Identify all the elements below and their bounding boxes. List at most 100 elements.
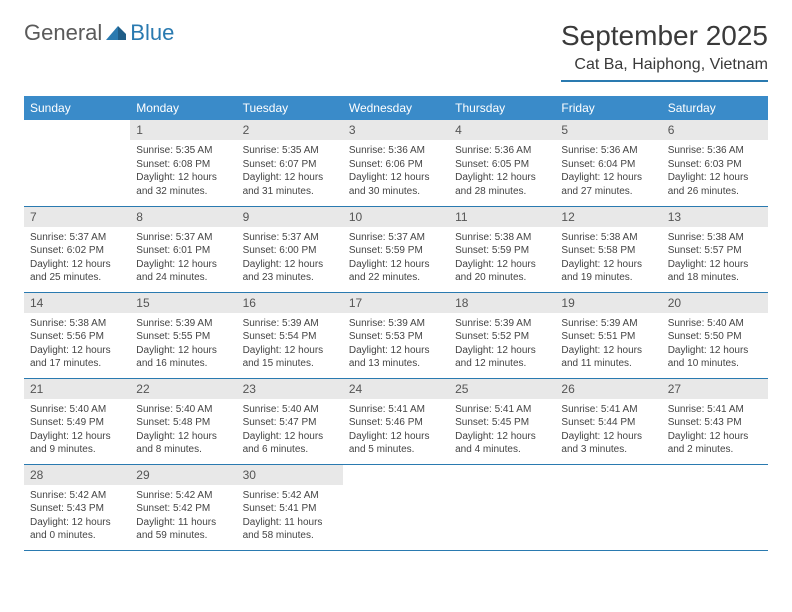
calendar-cell: 20Sunrise: 5:40 AMSunset: 5:50 PMDayligh… [662, 292, 768, 378]
location-title: Cat Ba, Haiphong, Vietnam [561, 56, 768, 82]
day-details: Sunrise: 5:41 AMSunset: 5:46 PMDaylight:… [343, 399, 449, 463]
day-number: 22 [130, 379, 236, 399]
day-details: Sunrise: 5:42 AMSunset: 5:42 PMDaylight:… [130, 485, 236, 549]
day-details: Sunrise: 5:41 AMSunset: 5:45 PMDaylight:… [449, 399, 555, 463]
calendar-cell: 27Sunrise: 5:41 AMSunset: 5:43 PMDayligh… [662, 378, 768, 464]
day-number: 18 [449, 293, 555, 313]
calendar-cell: 14Sunrise: 5:38 AMSunset: 5:56 PMDayligh… [24, 292, 130, 378]
day-details: Sunrise: 5:36 AMSunset: 6:03 PMDaylight:… [662, 140, 768, 204]
calendar-cell: 3Sunrise: 5:36 AMSunset: 6:06 PMDaylight… [343, 120, 449, 206]
logo-text-2: Blue [130, 20, 174, 46]
day-details: Sunrise: 5:40 AMSunset: 5:47 PMDaylight:… [237, 399, 343, 463]
calendar-week: 28Sunrise: 5:42 AMSunset: 5:43 PMDayligh… [24, 464, 768, 550]
day-number: 6 [662, 120, 768, 140]
calendar-cell: 16Sunrise: 5:39 AMSunset: 5:54 PMDayligh… [237, 292, 343, 378]
calendar-cell: 22Sunrise: 5:40 AMSunset: 5:48 PMDayligh… [130, 378, 236, 464]
day-details: Sunrise: 5:36 AMSunset: 6:06 PMDaylight:… [343, 140, 449, 204]
weekday-header: Friday [555, 96, 661, 120]
calendar-table: SundayMondayTuesdayWednesdayThursdayFrid… [24, 96, 768, 551]
day-number: 8 [130, 207, 236, 227]
day-number: 29 [130, 465, 236, 485]
day-details: Sunrise: 5:41 AMSunset: 5:44 PMDaylight:… [555, 399, 661, 463]
weekday-header: Wednesday [343, 96, 449, 120]
day-number: 10 [343, 207, 449, 227]
day-details: Sunrise: 5:37 AMSunset: 6:02 PMDaylight:… [24, 227, 130, 291]
day-details: Sunrise: 5:36 AMSunset: 6:04 PMDaylight:… [555, 140, 661, 204]
day-details: Sunrise: 5:36 AMSunset: 6:05 PMDaylight:… [449, 140, 555, 204]
calendar-cell: 23Sunrise: 5:40 AMSunset: 5:47 PMDayligh… [237, 378, 343, 464]
calendar-cell: 19Sunrise: 5:39 AMSunset: 5:51 PMDayligh… [555, 292, 661, 378]
calendar-cell [449, 464, 555, 550]
calendar-head: SundayMondayTuesdayWednesdayThursdayFrid… [24, 96, 768, 120]
calendar-cell: 10Sunrise: 5:37 AMSunset: 5:59 PMDayligh… [343, 206, 449, 292]
day-number: 30 [237, 465, 343, 485]
day-details: Sunrise: 5:38 AMSunset: 5:59 PMDaylight:… [449, 227, 555, 291]
day-details: Sunrise: 5:42 AMSunset: 5:41 PMDaylight:… [237, 485, 343, 549]
day-number: 17 [343, 293, 449, 313]
calendar-cell: 2Sunrise: 5:35 AMSunset: 6:07 PMDaylight… [237, 120, 343, 206]
day-number: 20 [662, 293, 768, 313]
day-number: 21 [24, 379, 130, 399]
calendar-week: 7Sunrise: 5:37 AMSunset: 6:02 PMDaylight… [24, 206, 768, 292]
calendar-cell [555, 464, 661, 550]
calendar-cell: 9Sunrise: 5:37 AMSunset: 6:00 PMDaylight… [237, 206, 343, 292]
day-details: Sunrise: 5:39 AMSunset: 5:51 PMDaylight:… [555, 313, 661, 377]
calendar-cell: 18Sunrise: 5:39 AMSunset: 5:52 PMDayligh… [449, 292, 555, 378]
weekday-header: Thursday [449, 96, 555, 120]
day-details: Sunrise: 5:38 AMSunset: 5:58 PMDaylight:… [555, 227, 661, 291]
day-number: 2 [237, 120, 343, 140]
month-title: September 2025 [561, 20, 768, 52]
day-number: 3 [343, 120, 449, 140]
day-details: Sunrise: 5:37 AMSunset: 6:00 PMDaylight:… [237, 227, 343, 291]
logo-icon [106, 20, 126, 46]
calendar-week: 14Sunrise: 5:38 AMSunset: 5:56 PMDayligh… [24, 292, 768, 378]
calendar-cell: 21Sunrise: 5:40 AMSunset: 5:49 PMDayligh… [24, 378, 130, 464]
day-number: 13 [662, 207, 768, 227]
calendar-cell: 7Sunrise: 5:37 AMSunset: 6:02 PMDaylight… [24, 206, 130, 292]
calendar-cell: 25Sunrise: 5:41 AMSunset: 5:45 PMDayligh… [449, 378, 555, 464]
day-details: Sunrise: 5:40 AMSunset: 5:48 PMDaylight:… [130, 399, 236, 463]
calendar-cell: 13Sunrise: 5:38 AMSunset: 5:57 PMDayligh… [662, 206, 768, 292]
day-number: 11 [449, 207, 555, 227]
weekday-header: Monday [130, 96, 236, 120]
page-header: General Blue September 2025 Cat Ba, Haip… [24, 20, 768, 82]
day-number: 1 [130, 120, 236, 140]
calendar-cell: 8Sunrise: 5:37 AMSunset: 6:01 PMDaylight… [130, 206, 236, 292]
day-details: Sunrise: 5:39 AMSunset: 5:52 PMDaylight:… [449, 313, 555, 377]
calendar-body: 1Sunrise: 5:35 AMSunset: 6:08 PMDaylight… [24, 120, 768, 550]
logo-text-1: General [24, 20, 102, 46]
day-number: 4 [449, 120, 555, 140]
calendar-week: 21Sunrise: 5:40 AMSunset: 5:49 PMDayligh… [24, 378, 768, 464]
day-details: Sunrise: 5:37 AMSunset: 6:01 PMDaylight:… [130, 227, 236, 291]
logo: General Blue [24, 20, 174, 46]
day-number: 15 [130, 293, 236, 313]
calendar-cell: 28Sunrise: 5:42 AMSunset: 5:43 PMDayligh… [24, 464, 130, 550]
calendar-cell: 5Sunrise: 5:36 AMSunset: 6:04 PMDaylight… [555, 120, 661, 206]
day-details: Sunrise: 5:41 AMSunset: 5:43 PMDaylight:… [662, 399, 768, 463]
day-details: Sunrise: 5:39 AMSunset: 5:54 PMDaylight:… [237, 313, 343, 377]
day-details: Sunrise: 5:39 AMSunset: 5:53 PMDaylight:… [343, 313, 449, 377]
day-number: 23 [237, 379, 343, 399]
calendar-cell: 4Sunrise: 5:36 AMSunset: 6:05 PMDaylight… [449, 120, 555, 206]
day-number: 27 [662, 379, 768, 399]
day-details: Sunrise: 5:39 AMSunset: 5:55 PMDaylight:… [130, 313, 236, 377]
weekday-header: Saturday [662, 96, 768, 120]
day-number: 19 [555, 293, 661, 313]
day-number: 26 [555, 379, 661, 399]
calendar-cell: 30Sunrise: 5:42 AMSunset: 5:41 PMDayligh… [237, 464, 343, 550]
weekday-header: Tuesday [237, 96, 343, 120]
day-number: 7 [24, 207, 130, 227]
calendar-cell: 12Sunrise: 5:38 AMSunset: 5:58 PMDayligh… [555, 206, 661, 292]
calendar-cell: 29Sunrise: 5:42 AMSunset: 5:42 PMDayligh… [130, 464, 236, 550]
day-number: 14 [24, 293, 130, 313]
day-details: Sunrise: 5:42 AMSunset: 5:43 PMDaylight:… [24, 485, 130, 549]
day-number: 9 [237, 207, 343, 227]
calendar-cell: 11Sunrise: 5:38 AMSunset: 5:59 PMDayligh… [449, 206, 555, 292]
day-details: Sunrise: 5:38 AMSunset: 5:56 PMDaylight:… [24, 313, 130, 377]
day-details: Sunrise: 5:35 AMSunset: 6:08 PMDaylight:… [130, 140, 236, 204]
calendar-cell [343, 464, 449, 550]
calendar-cell: 15Sunrise: 5:39 AMSunset: 5:55 PMDayligh… [130, 292, 236, 378]
day-details: Sunrise: 5:38 AMSunset: 5:57 PMDaylight:… [662, 227, 768, 291]
day-details: Sunrise: 5:40 AMSunset: 5:49 PMDaylight:… [24, 399, 130, 463]
calendar-cell: 6Sunrise: 5:36 AMSunset: 6:03 PMDaylight… [662, 120, 768, 206]
